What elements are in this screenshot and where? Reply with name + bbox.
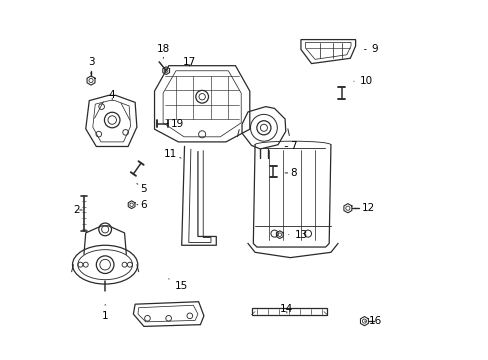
Text: 17: 17: [183, 57, 196, 67]
Text: 12: 12: [355, 203, 374, 213]
Text: 10: 10: [353, 76, 372, 86]
Text: 18: 18: [157, 45, 170, 58]
Text: 2: 2: [74, 205, 82, 215]
Text: 13: 13: [288, 230, 307, 240]
Bar: [251, 309, 327, 315]
Text: 19: 19: [166, 118, 183, 129]
Text: 3: 3: [87, 57, 94, 74]
Text: 8: 8: [285, 168, 297, 178]
Text: 9: 9: [364, 45, 378, 54]
Text: 4: 4: [109, 90, 115, 100]
Text: 6: 6: [137, 200, 147, 210]
Text: 16: 16: [364, 316, 381, 326]
Text: 15: 15: [168, 279, 187, 291]
Text: 11: 11: [163, 149, 181, 158]
Text: 14: 14: [280, 304, 293, 314]
Text: 7: 7: [285, 141, 297, 152]
Text: 5: 5: [137, 184, 147, 194]
Text: 1: 1: [102, 305, 108, 321]
